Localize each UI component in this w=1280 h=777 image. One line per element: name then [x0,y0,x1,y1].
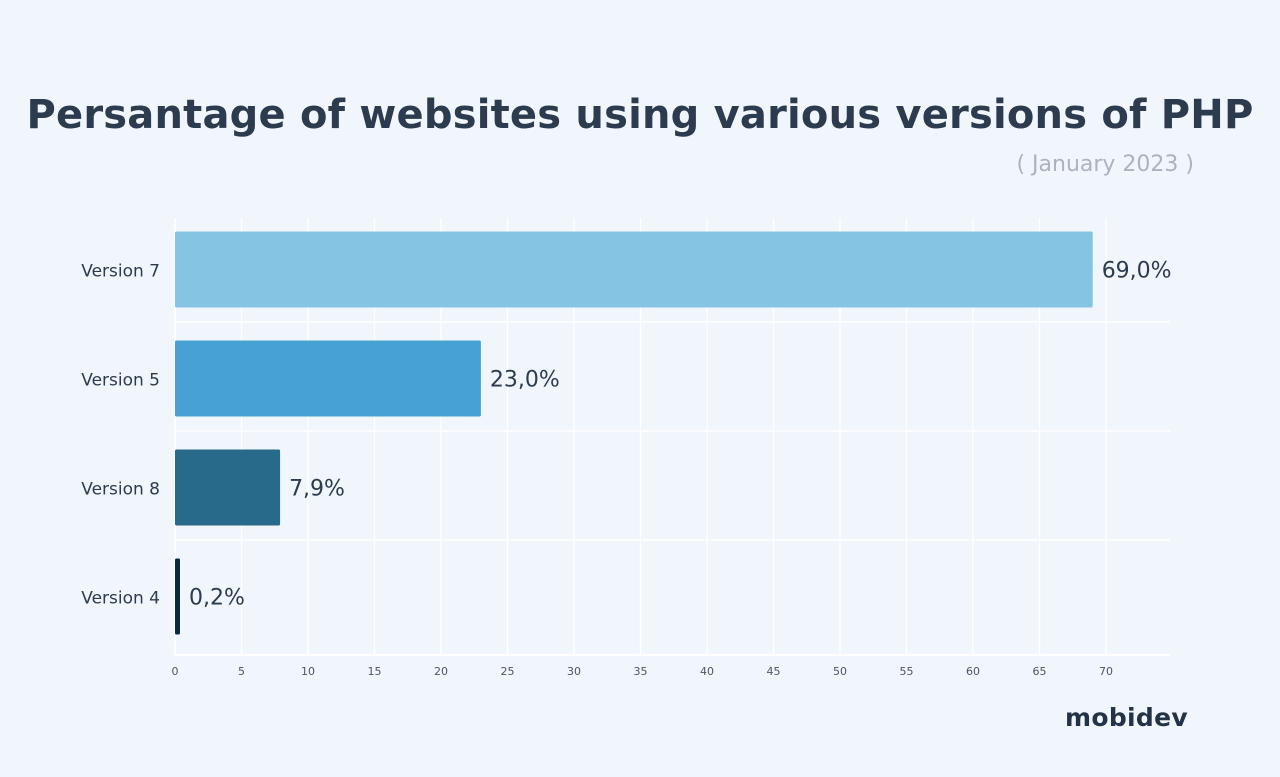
x-tick-label: 70 [1099,665,1113,678]
x-tick-label: 65 [1033,665,1047,678]
bar-version-4 [175,558,180,635]
bar-version-8 [175,449,281,526]
x-tick-label: 50 [833,665,847,678]
chart-subtitle: ( January 2023 ) [1016,152,1194,177]
chart-title: Persantage of websites using various ver… [26,92,1254,138]
data-label: 23,0% [490,368,560,393]
x-tick-label: 20 [434,665,448,678]
x-tick-label: 60 [966,665,980,678]
x-tick-label: 55 [900,665,914,678]
x-tick-label: 15 [368,665,382,678]
x-tick-label: 35 [634,665,648,678]
category-label: Version 8 [81,480,160,500]
x-tick-label: 0 [172,665,179,678]
x-tick-label: 40 [700,665,714,678]
category-label: Version 5 [81,371,160,391]
bar-version-7 [175,231,1093,308]
x-tick-label: 45 [767,665,781,678]
brand-logo: mobidev [1065,703,1188,732]
x-tick-label: 25 [501,665,515,678]
category-label: Version 7 [81,262,160,282]
x-tick-label: 10 [301,665,315,678]
category-label: Version 4 [81,589,160,609]
data-label: 69,0% [1102,259,1172,284]
x-tick-label: 5 [238,665,245,678]
x-tick-label: 30 [567,665,581,678]
data-label: 7,9% [289,477,345,502]
bar-version-5 [175,340,481,417]
data-label: 0,2% [189,586,245,611]
